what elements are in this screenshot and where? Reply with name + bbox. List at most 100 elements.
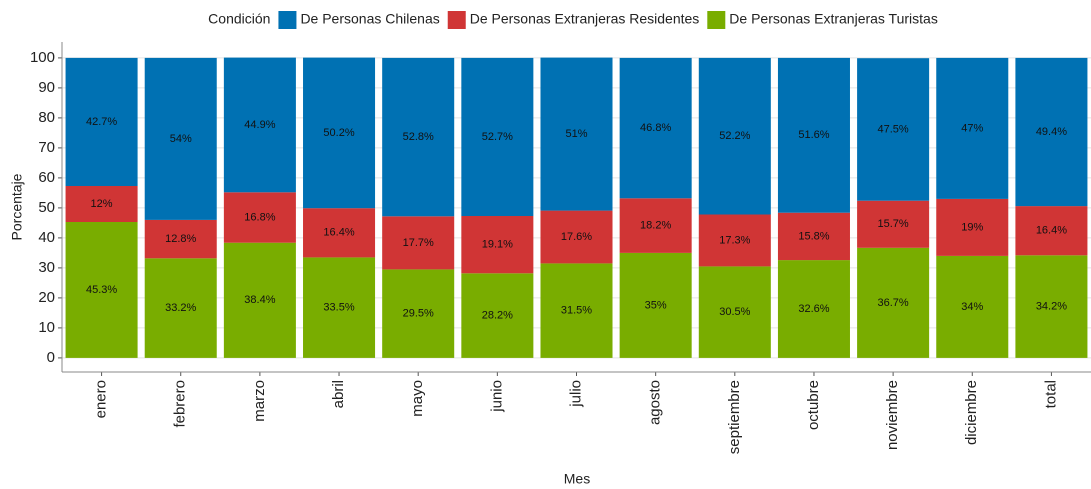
- y-tick-label: 40: [38, 229, 55, 246]
- data-label: 38.4%: [244, 294, 275, 306]
- data-label: 30.5%: [719, 306, 750, 318]
- bar-segment: [777, 212, 850, 261]
- data-label: 16.8%: [244, 211, 275, 223]
- data-label: 49.4%: [1036, 126, 1067, 138]
- bar-segment: [223, 242, 296, 358]
- legend-swatch: [278, 11, 297, 29]
- bar-segment: [619, 252, 692, 358]
- bar-segment: [1015, 57, 1088, 207]
- x-tick-label: junio: [488, 380, 505, 413]
- bar-segment: [223, 192, 296, 243]
- data-label: 15.7%: [878, 218, 909, 230]
- data-label: 29.5%: [403, 308, 434, 320]
- data-label: 36.7%: [878, 297, 909, 309]
- bar-segment: [936, 198, 1009, 256]
- x-tick-label: agosto: [647, 380, 664, 425]
- bar-segment: [1015, 206, 1088, 256]
- data-label: 28.2%: [482, 310, 513, 322]
- bar-segment: [461, 273, 534, 358]
- bar-segment: [303, 208, 376, 258]
- data-label: 52.8%: [403, 131, 434, 143]
- legend-label: De Personas Extranjeras Residentes: [470, 11, 700, 27]
- bar-segment: [540, 210, 613, 264]
- y-tick-label: 30: [38, 259, 55, 276]
- x-axis-label: Mes: [564, 471, 590, 487]
- bar-segment: [619, 57, 692, 199]
- bar-segment: [65, 57, 138, 187]
- y-tick-label: 60: [38, 169, 55, 186]
- data-label: 42.7%: [86, 116, 117, 128]
- bar-segment: [698, 266, 771, 358]
- data-label: 12.8%: [165, 233, 196, 245]
- x-tick-label: total: [1042, 380, 1059, 408]
- bar-segment: [936, 255, 1009, 358]
- x-tick-label: abril: [330, 380, 347, 408]
- data-label: 47%: [961, 122, 983, 134]
- bar-segment: [144, 258, 217, 358]
- bar-segment: [857, 247, 930, 358]
- data-label: 47.5%: [878, 123, 909, 135]
- data-label: 19.1%: [482, 239, 513, 251]
- data-label: 33.2%: [165, 302, 196, 314]
- legend-title: Condición: [208, 11, 270, 27]
- bar-segment: [777, 260, 850, 358]
- data-label: 52.2%: [719, 130, 750, 142]
- x-tick-label: julio: [567, 380, 584, 408]
- data-label: 17.7%: [403, 237, 434, 249]
- data-label: 19%: [961, 221, 983, 233]
- bar-segment: [698, 57, 771, 215]
- x-tick-label: noviembre: [884, 380, 901, 450]
- y-tick-label: 90: [38, 79, 55, 96]
- y-tick-label: 80: [38, 109, 55, 126]
- data-label: 31.5%: [561, 305, 592, 317]
- data-label: 17.6%: [561, 231, 592, 243]
- data-label: 34%: [961, 301, 983, 313]
- data-label: 46.8%: [640, 122, 671, 134]
- data-label: 52.7%: [482, 131, 513, 143]
- bar-segment: [382, 269, 455, 358]
- bar-segment: [698, 214, 771, 267]
- x-tick-label: enero: [93, 380, 110, 418]
- data-label: 45.3%: [86, 284, 117, 296]
- y-tick-label: 70: [38, 139, 55, 156]
- x-tick-label: septiembre: [726, 380, 743, 454]
- data-label: 51.6%: [798, 129, 829, 141]
- bar-segment: [461, 57, 534, 217]
- bar-segment: [777, 57, 850, 213]
- bar-segment: [540, 263, 613, 358]
- bar-segment: [382, 216, 455, 270]
- data-label: 50.2%: [323, 127, 354, 139]
- bar-segment: [65, 186, 138, 222]
- bar-segment: [461, 216, 534, 274]
- x-tick-label: febrero: [172, 380, 189, 428]
- data-label: 51%: [565, 128, 587, 140]
- legend-swatch: [447, 11, 466, 29]
- bar-segment: [382, 57, 455, 217]
- data-label: 17.3%: [719, 234, 750, 246]
- bar-segment: [303, 257, 376, 358]
- data-label: 34.2%: [1036, 301, 1067, 313]
- x-tick-label: mayo: [409, 380, 426, 417]
- bar-segment: [540, 57, 613, 211]
- bar-segment: [65, 222, 138, 358]
- data-label: 44.9%: [244, 119, 275, 131]
- data-label: 12%: [91, 198, 113, 210]
- bar-segment: [223, 57, 296, 193]
- bar-segment: [144, 57, 217, 220]
- bar-segment: [144, 219, 217, 259]
- data-label: 16.4%: [323, 227, 354, 239]
- x-tick-label: diciembre: [963, 380, 980, 445]
- bar-segment: [619, 198, 692, 253]
- data-label: 18.2%: [640, 220, 671, 232]
- y-tick-label: 20: [38, 289, 55, 306]
- data-label: 16.4%: [1036, 225, 1067, 237]
- data-label: 15.8%: [798, 230, 829, 242]
- y-tick-label: 10: [38, 319, 55, 336]
- x-tick-label: marzo: [251, 380, 268, 422]
- y-axis-label: Porcentaje: [9, 173, 25, 240]
- x-tick-label: octubre: [805, 380, 822, 430]
- bar-segment: [1015, 255, 1088, 358]
- bar-segment: [857, 58, 930, 201]
- data-label: 35%: [645, 299, 667, 311]
